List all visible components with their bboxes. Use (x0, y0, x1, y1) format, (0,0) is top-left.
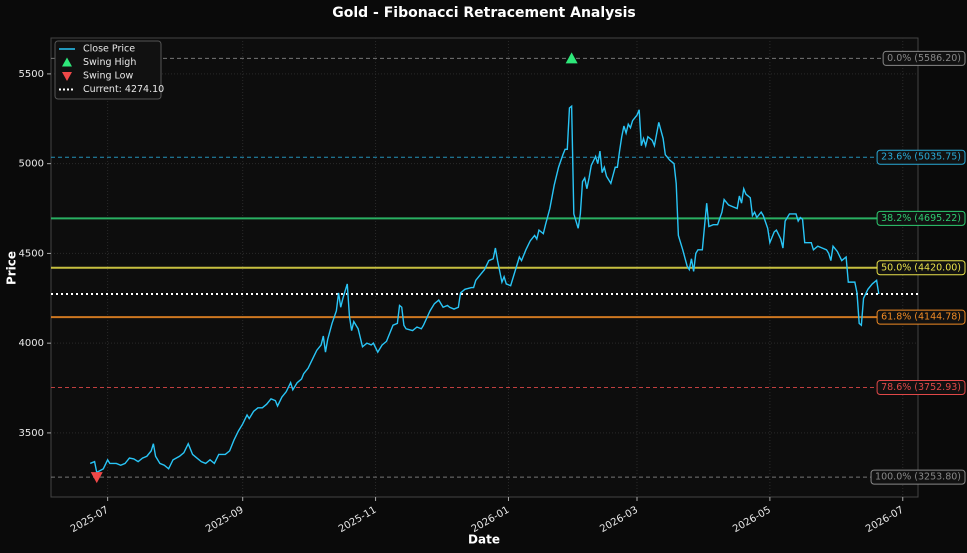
fib-label: 50.0% (4420.00) (881, 262, 961, 273)
swing-low-marker (90, 472, 103, 484)
y-tick-label: 4500 (19, 248, 44, 259)
fib-label-box (876, 380, 966, 396)
legend-symbol (62, 72, 72, 81)
legend-label: Swing Low (83, 71, 133, 82)
legend-label: Close Price (83, 44, 135, 55)
y-tick-label: 5500 (19, 69, 44, 80)
fib-label: 100.0% (3253.80) (875, 472, 961, 483)
fib-label: 78.6% (3752.93) (881, 382, 961, 393)
fib-label-box (882, 50, 966, 66)
chart-title: Gold - Fibonacci Retracement Analysis (332, 5, 636, 21)
fib-label: 23.6% (5035.75) (881, 152, 961, 163)
fib-label-box (876, 149, 966, 165)
y-tick-label: 5000 (19, 159, 44, 170)
fib-label-box (876, 309, 966, 325)
legend-symbol (62, 57, 72, 67)
y-tick-label: 3500 (19, 428, 44, 439)
legend-label: Current: 4274.10 (83, 84, 164, 95)
swing-high-marker (565, 52, 578, 64)
fib-label-box (876, 260, 966, 276)
y-tick-label: 4000 (19, 338, 44, 349)
legend-label: Swing High (83, 57, 136, 68)
fib-label: 0.0% (5586.20) (887, 53, 961, 64)
fib-label-box (870, 469, 966, 485)
price-line (89, 104, 880, 474)
x-axis-label: Date (468, 533, 500, 547)
y-axis-label: Price (5, 251, 19, 285)
fib-label: 61.8% (4144.78) (881, 312, 961, 323)
legend-box (54, 40, 162, 100)
fib-label-box (876, 210, 966, 226)
fib-label: 38.2% (4695.22) (881, 213, 961, 224)
